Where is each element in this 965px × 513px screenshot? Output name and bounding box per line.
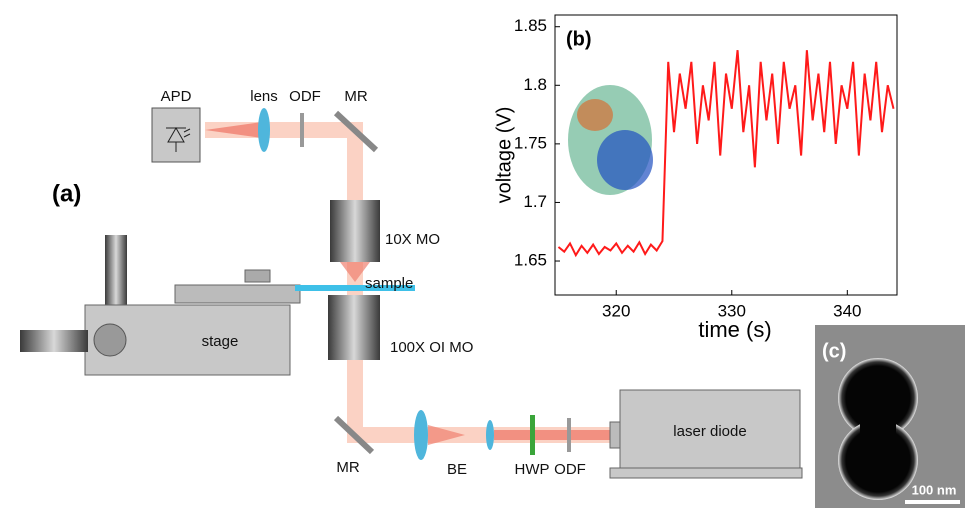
waveplate [530, 415, 535, 455]
label: MR [336, 459, 359, 476]
y-tick-label: 1.8 [523, 75, 547, 94]
label: BE [447, 461, 467, 478]
objective [330, 200, 380, 262]
beam-path [205, 122, 610, 443]
lens [414, 410, 428, 460]
sample-slide [295, 285, 415, 291]
lens [486, 420, 494, 450]
filter [300, 113, 304, 147]
y-tick-label: 1.65 [514, 251, 547, 270]
laser-base [609, 467, 803, 479]
nanohole-gap [860, 418, 896, 438]
data-line [557, 50, 895, 258]
panel-label: (b) [566, 28, 592, 50]
beam-focus [428, 425, 465, 445]
laser-box [619, 389, 801, 469]
beam-focus [340, 262, 370, 282]
label: APD [161, 88, 192, 105]
beam [494, 430, 620, 440]
apd-icon [166, 126, 191, 152]
label: lens [250, 88, 278, 105]
stage-knob [93, 323, 127, 357]
label: 10X MO [385, 231, 440, 248]
label: MR [344, 88, 367, 105]
beam-focus [205, 122, 262, 138]
stage-knob [20, 330, 88, 352]
label: HWP [515, 461, 550, 478]
nanohole [838, 420, 918, 500]
scale-label: 100 nm [912, 482, 957, 497]
panel-label: (c) [822, 340, 846, 362]
y-tick-label: 1.85 [514, 16, 547, 35]
objective [328, 295, 380, 360]
label: sample [365, 275, 413, 292]
label: laser diode [673, 423, 746, 440]
x-tick-label: 340 [833, 301, 861, 320]
label: stage [202, 333, 239, 350]
apd-box [151, 107, 201, 163]
y-tick-label: 1.7 [523, 192, 547, 211]
x-tick-label: 320 [602, 301, 630, 320]
setup-diagram: (a) APD lens ODF MR 10X MO sample stage … [20, 88, 803, 479]
label: 100X OI MO [390, 339, 473, 356]
filter [567, 418, 571, 452]
scale-bar [905, 500, 960, 504]
x-axis-label: time (s) [698, 317, 771, 342]
stage-knob [244, 269, 271, 283]
label: ODF [289, 88, 321, 105]
chart: (b) time (s) voltage (V) 1.65 1.7 1.75 1.8 1… [493, 14, 898, 342]
mirror [333, 415, 375, 455]
stage-knob [105, 235, 127, 305]
protein-icon [568, 85, 653, 195]
nanohole [838, 358, 918, 438]
sem-image: (c) 100 nm [815, 325, 965, 508]
stage-top [174, 284, 301, 304]
x-tick-label: 330 [718, 301, 746, 320]
panel-label: (a) [52, 180, 81, 207]
y-tick-label: 1.75 [514, 133, 547, 152]
label: ODF [554, 461, 586, 478]
y-axis-label: voltage (V) [493, 107, 515, 204]
mirror [333, 110, 379, 153]
lens [258, 108, 270, 152]
